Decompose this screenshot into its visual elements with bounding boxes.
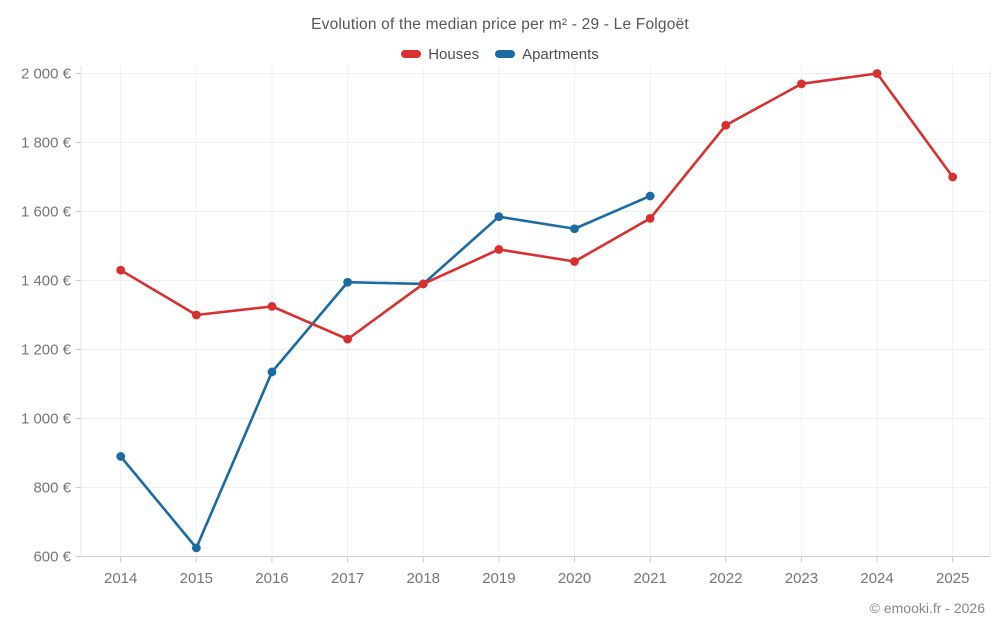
legend-label-apartments: Apartments	[522, 45, 599, 63]
apartments-data-point[interactable]	[116, 452, 126, 461]
legend-swatch-houses	[401, 50, 422, 58]
copyright-label: © emooki.fr - 2026	[869, 600, 985, 616]
legend-item-apartments[interactable]: Apartments	[495, 46, 599, 63]
apartments-data-point[interactable]	[494, 212, 504, 222]
legend-label-houses: Houses	[428, 45, 480, 63]
y-axis-label: 1 800 €	[21, 135, 72, 152]
series-houses	[116, 69, 958, 344]
houses-data-point[interactable]	[116, 265, 126, 275]
houses-data-point[interactable]	[948, 172, 958, 182]
apartments-data-point[interactable]	[191, 543, 201, 553]
houses-data-point[interactable]	[494, 245, 504, 254]
x-axis-label: 2019	[482, 570, 515, 587]
x-axis-label: 2020	[558, 570, 591, 587]
y-axis-label: 1 200 €	[21, 342, 72, 359]
chart-legend: Houses Apartments	[0, 45, 1000, 63]
apartments-data-point[interactable]	[343, 277, 353, 287]
y-axis-label: 1 600 €	[21, 204, 72, 221]
houses-data-point[interactable]	[797, 79, 806, 89]
chart-title: Evolution of the median price per m² - 2…	[311, 16, 689, 33]
houses-data-point[interactable]	[191, 310, 201, 320]
grid-and-axes: 600 € 800 € 1 000 € 1 200 € 1 400 € 1 600 € 1 …	[21, 66, 991, 587]
houses-data-point[interactable]	[267, 301, 277, 311]
series-apartments	[116, 191, 655, 553]
houses-data-point[interactable]	[343, 334, 353, 344]
x-axis-label: 2023	[785, 570, 818, 587]
houses-data-point[interactable]	[570, 257, 579, 266]
x-axis-label: 2025	[936, 570, 969, 587]
houses-data-point[interactable]	[418, 279, 428, 289]
apartments-data-point[interactable]	[570, 224, 579, 234]
houses-line	[119, 72, 955, 341]
y-axis-label: 800 €	[33, 480, 71, 497]
x-axis-label: 2015	[180, 570, 213, 587]
y-axis-label: 600 €	[33, 549, 71, 566]
y-axis-label: 2 000 €	[21, 66, 72, 83]
apartments-data-point[interactable]	[645, 191, 655, 201]
legend-item-houses[interactable]: Houses	[401, 46, 479, 63]
x-axis-label: 2016	[255, 570, 288, 587]
x-axis-label: 2021	[633, 570, 666, 587]
x-axis-label: 2018	[407, 570, 440, 587]
houses-data-point[interactable]	[645, 214, 655, 223]
apartments-data-point[interactable]	[267, 367, 277, 377]
x-axis-label: 2017	[331, 570, 364, 587]
x-axis-label: 2022	[709, 570, 742, 587]
y-axis-label: 1 400 €	[21, 273, 72, 290]
houses-data-point[interactable]	[872, 69, 882, 78]
houses-data-point[interactable]	[721, 120, 731, 130]
y-axis-label: 1 000 €	[21, 411, 72, 428]
apartments-line	[119, 194, 652, 550]
x-axis-label: 2024	[860, 570, 893, 587]
legend-swatch-apartments	[495, 50, 516, 58]
x-axis-label: 2014	[104, 570, 137, 587]
